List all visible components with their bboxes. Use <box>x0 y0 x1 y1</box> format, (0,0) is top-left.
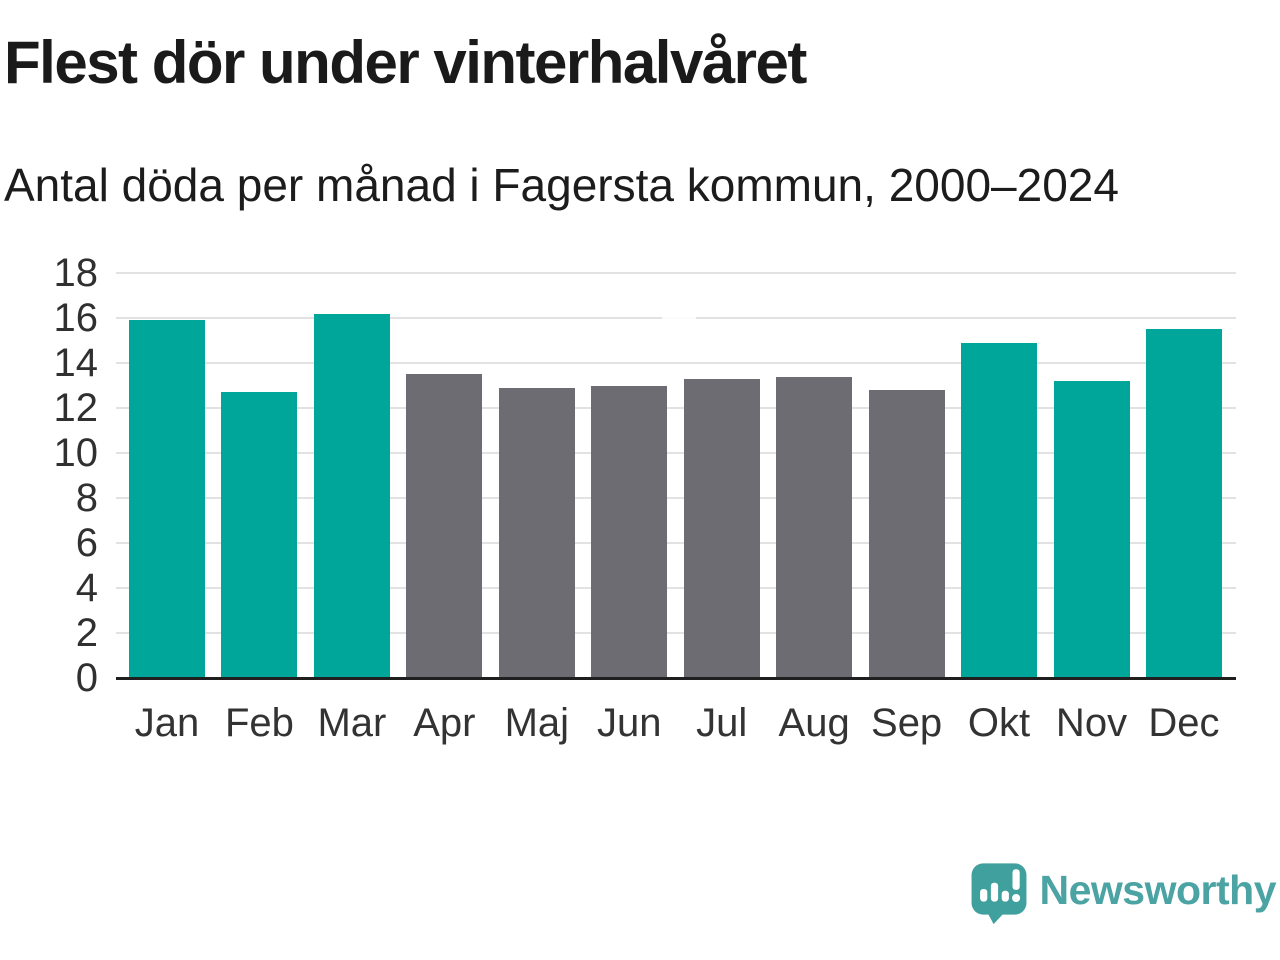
brand-footer: Newsworthy <box>970 860 1277 926</box>
x-tick-label-apr: Apr <box>413 701 476 745</box>
bar-sep <box>868 390 945 678</box>
x-tick-label-mar: Mar <box>317 701 387 745</box>
y-tick-label-10: 10 <box>53 431 99 475</box>
bar-feb <box>221 392 298 678</box>
bar-nov <box>1053 381 1130 678</box>
x-tick-label-jun: Jun <box>597 701 662 745</box>
bar-aug <box>776 376 853 678</box>
gridline-12 <box>116 407 1236 409</box>
x-tick-label-okt: Okt <box>967 701 1031 745</box>
chart-subtitle: Antal döda per månad i Fagersta kommun, … <box>4 159 1119 211</box>
x-tick-label-nov: Nov <box>1055 701 1128 745</box>
gridline-10 <box>116 452 1236 454</box>
x-tick-label-maj: Maj <box>504 701 570 745</box>
y-tick-label-12: 12 <box>53 386 99 430</box>
gridline-18 <box>116 272 1236 274</box>
y-tick-label-6: 6 <box>75 521 98 565</box>
bar-jul <box>683 378 760 678</box>
bar-maj <box>498 387 575 678</box>
y-tick-label-16: 16 <box>53 296 99 340</box>
gridline-gap-artifact <box>662 315 696 322</box>
newsworthy-logo-icon <box>971 862 1026 924</box>
gridline-14 <box>116 362 1236 364</box>
x-tick-label-jul: Jul <box>696 701 748 745</box>
x-tick-label-aug: Aug <box>778 701 850 745</box>
chart-title: Flest dör under vinterhalvåret <box>4 29 807 96</box>
gridline-4 <box>116 587 1236 589</box>
bar-dec <box>1145 329 1222 678</box>
newsworthy-logo-text: Newsworthy <box>1039 866 1277 913</box>
x-tick-label-feb: Feb <box>224 701 294 745</box>
bar-okt <box>961 342 1038 678</box>
x-tick-label-jan: Jan <box>134 701 200 745</box>
gridline-6 <box>116 542 1236 544</box>
y-tick-label-18: 18 <box>53 251 99 295</box>
gridline-8 <box>116 497 1236 499</box>
y-axis-labels: 0 2 4 6 8 10 12 14 16 18 <box>0 253 99 698</box>
x-tick-label-dec: Dec <box>1148 701 1220 745</box>
x-tick-label-sep: Sep <box>871 701 943 745</box>
y-tick-label-4: 4 <box>75 566 98 610</box>
y-tick-label-0: 0 <box>75 656 98 700</box>
x-axis-labels: Jan Feb Mar Apr Maj Jun Jul Aug Sep Okt Nov Dec <box>116 700 1236 760</box>
x-axis-line <box>116 677 1236 680</box>
y-tick-label-8: 8 <box>75 476 98 520</box>
y-tick-label-2: 2 <box>75 611 98 655</box>
bar-jun <box>591 385 668 678</box>
bar-mar <box>313 313 390 678</box>
y-tick-label-14: 14 <box>53 341 99 385</box>
gridline-2 <box>116 632 1236 634</box>
bar-apr <box>406 374 483 678</box>
plot-area <box>116 272 1236 680</box>
bar-jan <box>129 320 205 678</box>
